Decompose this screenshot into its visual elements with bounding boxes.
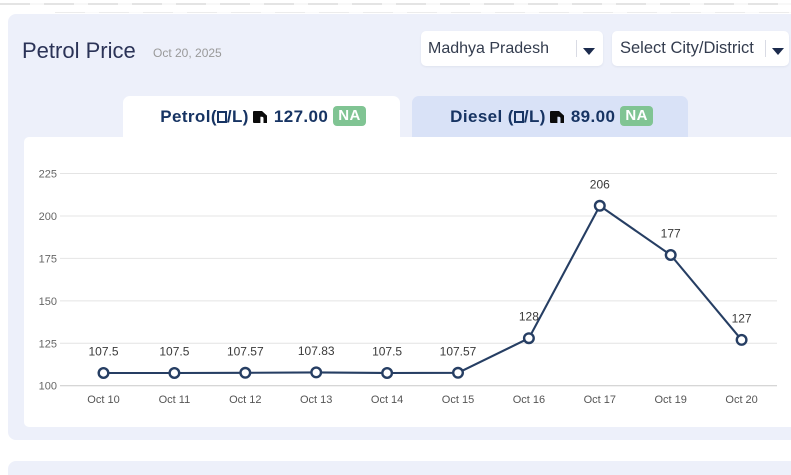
svg-text:107.5: 107.5 xyxy=(88,345,118,359)
svg-text:100: 100 xyxy=(39,381,57,393)
svg-text:Oct 20: Oct 20 xyxy=(725,394,757,406)
svg-text:Oct 16: Oct 16 xyxy=(513,394,545,406)
svg-text:200: 200 xyxy=(39,211,57,223)
svg-text:175: 175 xyxy=(39,253,57,265)
svg-text:Oct 15: Oct 15 xyxy=(442,394,474,406)
svg-text:127: 127 xyxy=(732,311,752,325)
svg-text:107.57: 107.57 xyxy=(227,344,264,358)
svg-text:206: 206 xyxy=(590,177,610,191)
svg-text:Oct 19: Oct 19 xyxy=(654,394,686,406)
svg-text:Oct 14: Oct 14 xyxy=(371,394,403,406)
svg-text:177: 177 xyxy=(661,227,681,241)
svg-text:107.5: 107.5 xyxy=(159,345,189,359)
svg-text:Oct 10: Oct 10 xyxy=(87,394,119,406)
svg-text:107.83: 107.83 xyxy=(298,344,335,358)
svg-text:125: 125 xyxy=(39,338,57,350)
svg-text:Oct 11: Oct 11 xyxy=(159,394,191,406)
svg-text:107.57: 107.57 xyxy=(440,344,477,358)
svg-text:Oct 17: Oct 17 xyxy=(584,394,616,406)
svg-text:150: 150 xyxy=(39,296,57,308)
svg-text:107.5: 107.5 xyxy=(372,345,402,359)
svg-text:Oct 12: Oct 12 xyxy=(229,394,261,406)
svg-text:225: 225 xyxy=(39,169,57,181)
svg-text:128: 128 xyxy=(519,310,539,324)
svg-text:Oct 13: Oct 13 xyxy=(300,394,332,406)
